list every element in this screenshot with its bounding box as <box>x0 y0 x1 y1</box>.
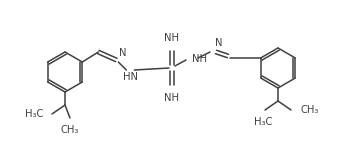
Text: NH: NH <box>164 93 179 103</box>
Text: N: N <box>119 48 127 58</box>
Text: N: N <box>215 38 222 48</box>
Text: NH: NH <box>164 33 179 43</box>
Text: H₃C: H₃C <box>25 109 43 119</box>
Text: HN: HN <box>123 72 138 82</box>
Text: H₃C: H₃C <box>254 117 272 127</box>
Text: NH: NH <box>192 54 207 64</box>
Text: CH₃: CH₃ <box>301 105 319 115</box>
Text: CH₃: CH₃ <box>61 125 79 135</box>
